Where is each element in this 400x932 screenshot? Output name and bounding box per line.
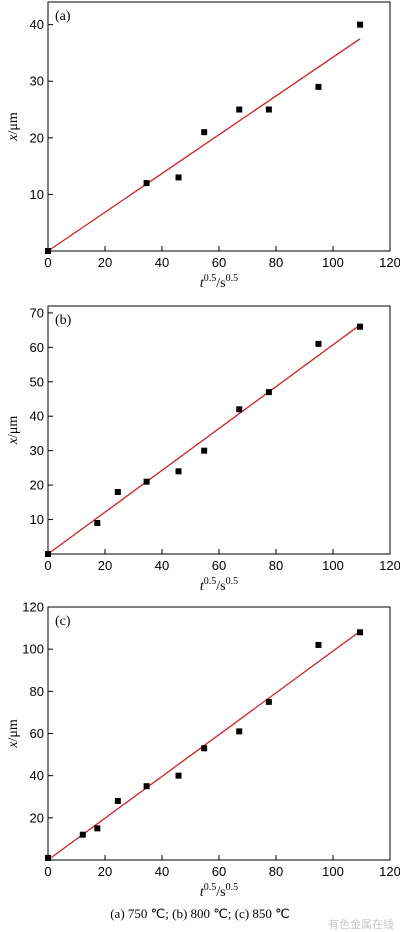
data-point bbox=[94, 520, 101, 526]
x-tick-label: 40 bbox=[155, 864, 169, 879]
y-tick-label: 60 bbox=[30, 726, 44, 741]
data-point bbox=[175, 772, 182, 779]
data-point bbox=[175, 468, 182, 475]
y-axis-label: x/μm bbox=[6, 416, 21, 446]
y-axis-label: x/μm bbox=[6, 719, 21, 749]
data-point bbox=[45, 854, 51, 861]
x-tick-label: 80 bbox=[269, 255, 283, 270]
data-point bbox=[265, 106, 272, 113]
y-tick-label: 100 bbox=[22, 642, 44, 657]
data-point bbox=[143, 180, 150, 187]
x-tick-label: 0 bbox=[44, 255, 51, 270]
y-tick-label: 40 bbox=[30, 17, 44, 32]
x-axis-label: t0.5/s0.5 bbox=[200, 882, 238, 900]
x-tick-label: 80 bbox=[269, 558, 283, 573]
x-tick-label: 60 bbox=[212, 864, 226, 879]
y-tick-label: 30 bbox=[30, 74, 44, 89]
x-tick-label: 40 bbox=[155, 255, 169, 270]
data-point bbox=[236, 106, 243, 113]
y-tick-label: 60 bbox=[30, 340, 44, 355]
x-tick-label: 100 bbox=[322, 864, 344, 879]
x-tick-label: 120 bbox=[379, 864, 400, 879]
panel-label: (b) bbox=[55, 313, 72, 328]
data-point bbox=[45, 551, 51, 557]
data-point bbox=[265, 389, 272, 396]
x-tick-label: 0 bbox=[44, 558, 51, 573]
panel-label: (a) bbox=[55, 9, 71, 24]
data-point bbox=[201, 447, 208, 454]
data-point bbox=[201, 745, 208, 752]
panel-label: (c) bbox=[55, 614, 71, 629]
y-tick-label: 10 bbox=[30, 187, 44, 202]
y-tick-label: 30 bbox=[30, 443, 44, 458]
chart-panel-3: 0 20 40 60 80 100 120 20 40 60 80 100 120 (c) t0.5/s0.… bbox=[6, 600, 400, 901]
data-point bbox=[143, 783, 150, 790]
y-tick-label: 40 bbox=[30, 409, 44, 424]
data-point bbox=[143, 478, 150, 485]
y-tick-label: 10 bbox=[30, 512, 44, 527]
x-tick-label: 120 bbox=[379, 558, 400, 573]
data-point bbox=[265, 698, 272, 705]
data-point bbox=[315, 641, 322, 648]
y-axis-label: x/μm bbox=[6, 112, 21, 142]
x-axis-label: t0.5/s0.5 bbox=[200, 273, 238, 291]
y-tick-label: 40 bbox=[30, 768, 44, 783]
y-tick-label: 120 bbox=[22, 600, 44, 615]
y-tick-label: 70 bbox=[30, 305, 44, 320]
data-point bbox=[114, 489, 121, 495]
data-point bbox=[357, 21, 364, 28]
x-tick-label: 0 bbox=[44, 864, 51, 879]
x-tick-label: 20 bbox=[98, 558, 112, 573]
data-point bbox=[79, 831, 86, 838]
x-tick-label: 60 bbox=[212, 558, 226, 573]
fit-line bbox=[47, 38, 361, 252]
fit-line bbox=[47, 324, 361, 555]
data-point bbox=[357, 323, 364, 330]
x-tick-label: 80 bbox=[269, 864, 283, 879]
x-tick-label: 20 bbox=[98, 864, 112, 879]
data-point bbox=[315, 83, 322, 90]
data-point bbox=[45, 248, 51, 254]
figure-caption: (a) 750 ℃; (b) 800 ℃; (c) 850 ℃ bbox=[110, 906, 290, 921]
data-point bbox=[357, 629, 364, 636]
chart-panel-2: 0 20 40 60 80 100 120 10 20 30 40 50 60 70 (b) t0.5/s0.… bbox=[6, 305, 400, 594]
x-tick-label: 100 bbox=[322, 558, 344, 573]
y-tick-label: 20 bbox=[30, 810, 44, 825]
chart-panel-1: 0 20 40 60 80 100 120 10 20 30 40 (a) t0.5/s0.5 x/μm bbox=[6, 1, 400, 291]
data-point bbox=[236, 406, 243, 413]
y-tick-label: 80 bbox=[30, 684, 44, 699]
data-point bbox=[94, 825, 101, 832]
x-tick-label: 120 bbox=[379, 255, 400, 270]
x-tick-label: 60 bbox=[212, 255, 226, 270]
data-point bbox=[236, 728, 243, 735]
y-tick-label: 50 bbox=[30, 374, 44, 389]
data-point bbox=[315, 340, 322, 347]
watermark: 有色金属在线 bbox=[328, 918, 394, 931]
x-tick-label: 20 bbox=[98, 255, 112, 270]
x-tick-label: 100 bbox=[322, 255, 344, 270]
plot-frame bbox=[47, 1, 391, 252]
y-tick-label: 20 bbox=[30, 130, 44, 145]
x-axis-label: t0.5/s0.5 bbox=[200, 576, 238, 594]
data-point bbox=[175, 174, 182, 181]
data-point bbox=[201, 129, 208, 136]
x-tick-label: 40 bbox=[155, 558, 169, 573]
data-point bbox=[114, 797, 121, 804]
y-tick-label: 20 bbox=[30, 478, 44, 493]
